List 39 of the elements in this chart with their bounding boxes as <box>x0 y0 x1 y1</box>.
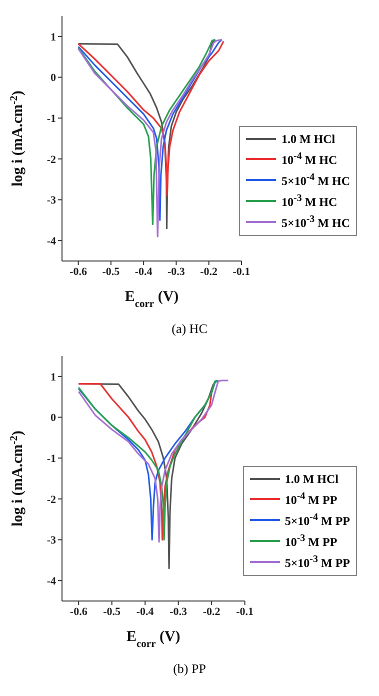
legend-label: 1.0 M HCl <box>284 471 338 488</box>
x-tick-label: -0.5 <box>103 606 122 618</box>
legend-label: 5×10$^{-4}$ M HC <box>281 171 350 190</box>
x-axis-title: E$_{corr}$ (V) <box>126 629 180 650</box>
legend-label: 5×10$^{-4}$ M PP <box>284 511 350 530</box>
x-tick-label: -0.5 <box>102 266 120 278</box>
y-tick-label: 0 <box>50 412 56 424</box>
legend-label: 10$^{-3}$ M HC <box>281 192 338 211</box>
x-tick-label: -0.6 <box>70 266 88 278</box>
text: (b) PP <box>172 661 207 677</box>
legend-label: 5×10$^{-3}$ M PP <box>284 553 350 572</box>
x-tick-label: -0.3 <box>170 606 188 618</box>
y-tick-label: -1 <box>46 452 56 465</box>
x-tick-label: -0.6 <box>70 606 88 618</box>
y-tick-label: 1 <box>50 31 56 44</box>
y-tick-label: -2 <box>46 494 56 506</box>
x-tick-label: -0.2 <box>200 266 218 278</box>
x-tick-label: -0.1 <box>232 266 250 278</box>
legend-label: 1.0 M HCl <box>281 131 336 148</box>
x-tick-label: -0.4 <box>136 606 154 618</box>
y-tick-label: -4 <box>46 235 56 248</box>
y-tick-label: 1 <box>50 371 56 384</box>
y-tick-label: -1 <box>46 112 56 125</box>
legend-label: 5×10$^{-3}$ M HC <box>281 213 350 232</box>
x-tick-label: -0.3 <box>168 266 186 278</box>
y-tick-label: 0 <box>50 72 56 84</box>
x-tick-label: -0.4 <box>134 266 153 278</box>
y-tick-label: -2 <box>46 154 56 166</box>
x-tick-label: -0.1 <box>236 606 254 618</box>
y-tick-label: -3 <box>46 194 56 207</box>
legend-label: 10$^{-4}$ M HC <box>281 150 338 169</box>
legend-label: 10$^{-4}$ M PP <box>284 490 338 509</box>
line-series <box>78 40 224 196</box>
y-tick-label: -3 <box>46 534 56 547</box>
legend-label: 10$^{-3}$ M PP <box>284 532 338 551</box>
text: (a) HC <box>170 321 208 337</box>
x-tick-label: -0.2 <box>202 606 221 618</box>
x-axis-title: E$_{corr}$ (V) <box>124 289 179 310</box>
y-tick-label: -4 <box>46 575 56 588</box>
